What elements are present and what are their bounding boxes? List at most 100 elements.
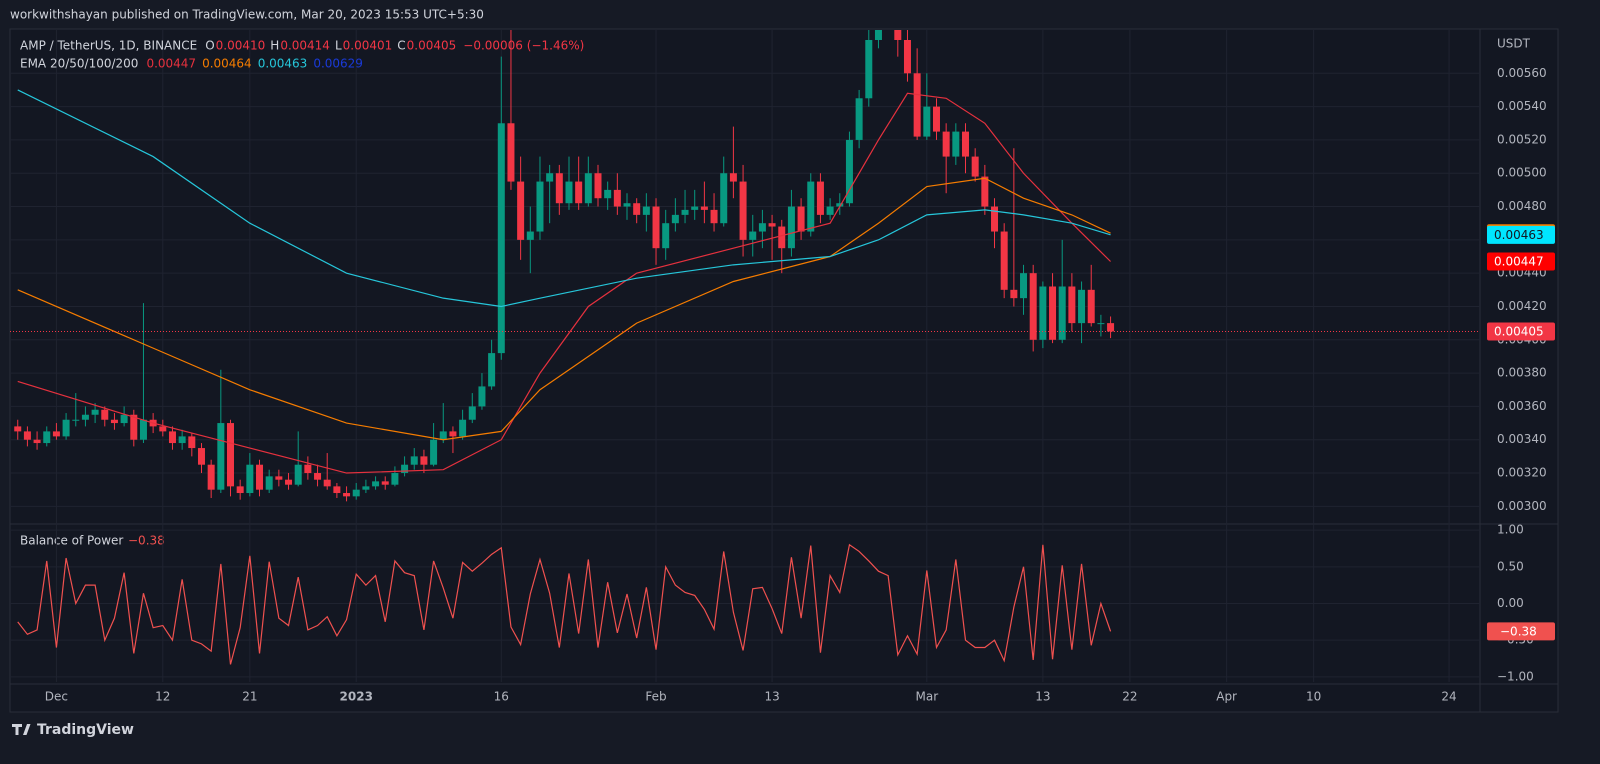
- candle-body: [710, 209, 718, 224]
- candle-body: [343, 493, 351, 497]
- x-tick-label: Feb: [645, 690, 666, 704]
- candle-body: [468, 406, 476, 420]
- candle-body: [633, 203, 641, 215]
- x-tick-label: 21: [242, 690, 257, 704]
- ohlc-key: O: [205, 39, 214, 53]
- y-tick-label: 0.00340: [1497, 432, 1547, 446]
- candle-body: [778, 226, 786, 249]
- x-tick-label: 12: [155, 690, 170, 704]
- candle-body: [120, 414, 128, 424]
- y-tick-label: 1.00: [1497, 523, 1524, 537]
- candle-body: [207, 464, 215, 490]
- candle-body: [420, 456, 428, 465]
- candle-body: [294, 464, 302, 485]
- candle-body: [913, 73, 921, 137]
- candle-body: [72, 419, 80, 421]
- ohlc-key: H: [270, 39, 279, 53]
- y-tick-label: 0.00360: [1497, 399, 1547, 413]
- candle-body: [197, 448, 205, 465]
- ema-line: [17, 92, 1111, 474]
- ohlc-value: 0.00405: [407, 39, 457, 53]
- candle-body: [33, 439, 41, 444]
- candle-body: [594, 173, 602, 199]
- ema-value: 0.00463: [258, 57, 308, 71]
- candle-body: [130, 414, 138, 440]
- candle-body: [923, 106, 931, 137]
- candle-body: [739, 181, 747, 240]
- y-tick-label: 0.00540: [1497, 99, 1547, 113]
- candle-body: [110, 419, 118, 424]
- y-tick-label: 0.00500: [1497, 166, 1547, 180]
- indicator-label: −0.38: [1500, 624, 1537, 638]
- ema-value: 0.00464: [202, 57, 252, 71]
- y-tick-label: 0.00320: [1497, 466, 1547, 480]
- candle-body: [885, 0, 892, 7]
- candle-body: [807, 181, 815, 232]
- candle-body: [333, 486, 341, 494]
- candle-body: [546, 173, 554, 182]
- candle-body: [1068, 286, 1076, 324]
- candle-body: [91, 409, 99, 415]
- candle-body: [101, 409, 109, 420]
- candle-body: [275, 476, 283, 480]
- y-tick-label: 0.00480: [1497, 199, 1547, 213]
- candle-body: [787, 206, 795, 249]
- candle-body: [981, 176, 989, 207]
- candle-body: [555, 173, 563, 204]
- candle-body: [991, 206, 999, 232]
- candle-body: [565, 181, 573, 204]
- candle-body: [265, 476, 273, 490]
- candle-body: [139, 419, 147, 440]
- indicator-title: Balance of Power: [20, 534, 123, 548]
- indicator-label-box: [1487, 622, 1555, 641]
- y-tick-label: −1.00: [1497, 669, 1534, 683]
- candle-body: [517, 181, 525, 240]
- candle-body: [304, 464, 312, 474]
- y-tick-label: 0.00380: [1497, 366, 1547, 380]
- candle-body: [497, 123, 505, 354]
- candle-body: [952, 131, 960, 157]
- price-label-box: [1487, 252, 1555, 271]
- price-label: 0.00405: [1494, 324, 1544, 338]
- candle-body: [1097, 323, 1105, 325]
- x-tick-label: 10: [1306, 690, 1321, 704]
- candle-body: [256, 464, 264, 490]
- candle-body: [526, 231, 534, 240]
- candle-body: [1049, 286, 1057, 340]
- candle-body: [758, 223, 766, 232]
- axes: Dec 12 21 2023 16 Feb 13 Mar 13 22 Apr 10 24 0.00300 0…: [45, 66, 1555, 704]
- price-label: 0.00463: [1494, 228, 1544, 242]
- candle-body: [894, 30, 902, 40]
- chart-frame: [9, 28, 1559, 713]
- ohlc-value: 0.00401: [343, 39, 393, 53]
- candle-body: [720, 173, 728, 224]
- logo: TradingView: [12, 722, 134, 738]
- candle-body: [855, 98, 863, 140]
- candle-body: [681, 209, 689, 215]
- candle-body: [536, 181, 544, 232]
- candle-body: [971, 156, 979, 177]
- ohlc-key: L: [335, 39, 342, 53]
- x-tick-label: Mar: [915, 690, 938, 704]
- candle-body: [391, 473, 399, 485]
- candle-body: [1010, 289, 1018, 299]
- footer-brand: TradingView: [37, 722, 134, 738]
- candle-body: [14, 426, 22, 432]
- ema-value: 0.00629: [313, 57, 363, 71]
- candle-body: [362, 486, 370, 490]
- legend: AMP / TetherUS, 1D, BINANCE O 0.00410 H 0.00…: [20, 39, 584, 71]
- y-tick-label: 0.00300: [1497, 499, 1547, 513]
- y-tick-label: 0.50: [1497, 559, 1524, 573]
- x-tick-label: 22: [1122, 690, 1137, 704]
- candle-body: [691, 206, 699, 210]
- ema-line: [17, 89, 1111, 308]
- candle-body: [932, 106, 940, 132]
- publisher: workwithshayan published on TradingView.…: [10, 8, 484, 22]
- candle-body: [575, 181, 583, 204]
- price-label: 0.00447: [1494, 255, 1544, 269]
- candle-body: [604, 189, 612, 199]
- candle-body: [1029, 273, 1037, 340]
- candle-body: [217, 423, 225, 490]
- candle-body: [903, 39, 911, 74]
